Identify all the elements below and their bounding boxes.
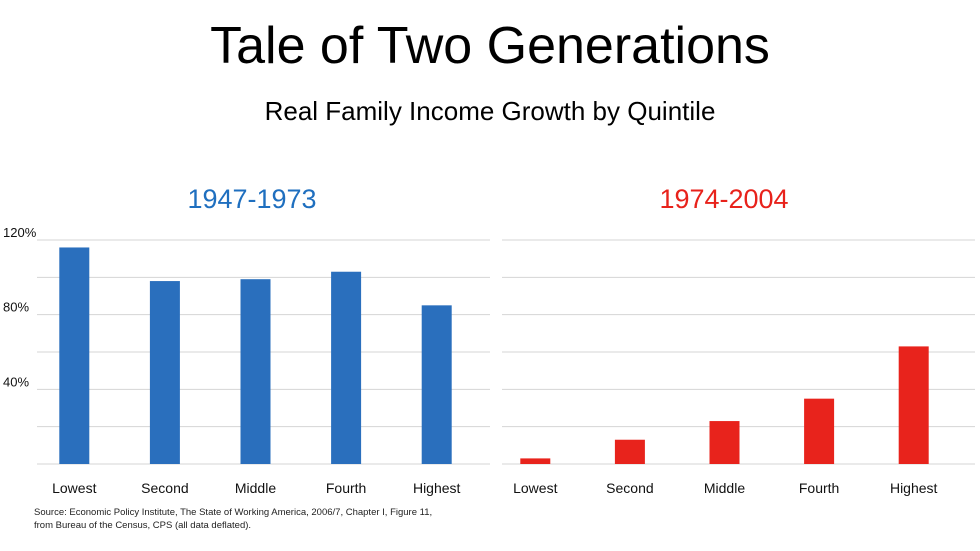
left-bar-fourth <box>331 271 362 464</box>
left-bar-second <box>149 281 180 464</box>
left-bar-highest <box>421 305 452 464</box>
left-y-tick-label: 120% <box>3 225 37 240</box>
left-bar-lowest <box>59 247 90 464</box>
source-line-2: from Bureau of the Census, CPS (all data… <box>34 520 252 531</box>
page-subtitle: Real Family Income Growth by Quintile <box>264 96 716 126</box>
right-x-tick-label: Fourth <box>799 480 839 496</box>
chart-title-left: 1947-1973 <box>187 184 317 214</box>
left-x-tick-label: Second <box>141 480 188 496</box>
right-x-tick-label: Highest <box>890 480 938 496</box>
right-bar-highest <box>898 346 929 464</box>
right-x-tick-label: Middle <box>704 480 745 496</box>
right-bar-second <box>614 439 645 464</box>
left-x-tick-label: Middle <box>235 480 276 496</box>
chart-title-right: 1974-2004 <box>659 184 789 214</box>
left-bar-middle <box>240 279 271 464</box>
left-x-tick-label: Fourth <box>326 480 366 496</box>
page-title: Tale of Two Generations <box>210 17 770 75</box>
left-y-tick-label: 80% <box>3 300 29 315</box>
source-line-1: Source: Economic Policy Institute, The S… <box>34 507 433 518</box>
right-x-tick-label: Lowest <box>513 480 557 496</box>
right-bar-lowest <box>520 458 551 464</box>
left-y-tick-label: 40% <box>3 374 29 389</box>
left-x-tick-label: Highest <box>413 480 461 496</box>
right-x-tick-label: Second <box>606 480 653 496</box>
right-bar-middle <box>709 421 740 464</box>
left-x-tick-label: Lowest <box>52 480 96 496</box>
source-note: Source: Economic Policy Institute, The S… <box>34 506 504 532</box>
right-bar-fourth <box>804 398 835 464</box>
